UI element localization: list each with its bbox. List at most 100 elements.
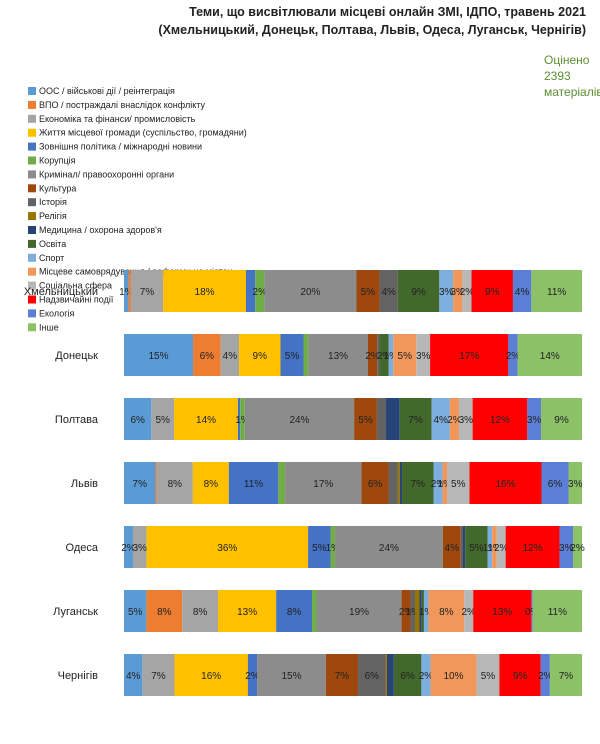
bar-segment bbox=[386, 654, 394, 696]
data-label: 4% bbox=[223, 351, 238, 362]
bar-segment bbox=[128, 270, 131, 312]
bar-segment bbox=[462, 270, 472, 312]
data-label: 2% bbox=[399, 607, 414, 618]
legend-swatch bbox=[28, 170, 36, 179]
data-label: 5% bbox=[156, 415, 171, 426]
data-label: 5% bbox=[481, 671, 496, 682]
bar-segment bbox=[421, 590, 424, 632]
legend-entry: Корупція bbox=[39, 156, 76, 166]
bar-segment bbox=[255, 270, 265, 312]
legend-swatch bbox=[28, 156, 36, 165]
data-label: 7% bbox=[151, 671, 166, 682]
legend-swatch bbox=[28, 253, 36, 262]
data-label: 4% bbox=[433, 415, 448, 426]
legend-entry: Життя місцевої громади (суспільство, гро… bbox=[39, 128, 247, 138]
legend-swatch bbox=[28, 100, 36, 109]
data-label: 8% bbox=[287, 607, 302, 618]
data-label: 3% bbox=[132, 543, 147, 554]
legend-entry: Надзвичайні події bbox=[39, 295, 114, 305]
bar-segment bbox=[415, 590, 420, 632]
legend-entry: Інше bbox=[39, 322, 59, 332]
legend-swatch bbox=[28, 114, 36, 123]
bar-segment bbox=[442, 462, 448, 504]
data-label: 9% bbox=[513, 671, 528, 682]
bar-segment bbox=[496, 526, 506, 568]
data-label: 11% bbox=[244, 479, 263, 490]
data-label: 2% bbox=[460, 287, 475, 298]
data-label: 1% bbox=[406, 607, 421, 618]
bar-segment bbox=[430, 654, 477, 696]
bar-segment bbox=[549, 654, 582, 696]
data-label: 5% bbox=[361, 287, 376, 298]
data-label: 8% bbox=[439, 607, 454, 618]
bar-segment bbox=[449, 398, 459, 440]
data-label: 3% bbox=[568, 479, 583, 490]
bar-segment bbox=[316, 590, 402, 632]
data-label: 18% bbox=[195, 287, 215, 298]
materials-note: Оцінено 2393 матеріалів bbox=[544, 53, 600, 99]
bar-segment bbox=[132, 526, 147, 568]
legend-swatch bbox=[28, 323, 36, 332]
legend-swatch bbox=[28, 87, 36, 95]
legend-entry: Зовнішня політика / міжнародні новини bbox=[39, 142, 202, 152]
bar-segment bbox=[399, 462, 403, 504]
data-label: 5% bbox=[128, 607, 143, 618]
data-label: 9% bbox=[411, 287, 426, 298]
bar-segment bbox=[130, 270, 164, 312]
bar-segment bbox=[531, 590, 533, 632]
bar-segment bbox=[399, 398, 432, 440]
category-label: Одеса bbox=[66, 542, 99, 554]
bar-segment bbox=[416, 334, 431, 376]
legend-swatch bbox=[28, 198, 36, 207]
data-label: 2% bbox=[506, 351, 521, 362]
bar-segment bbox=[237, 398, 241, 440]
bar-segment bbox=[421, 654, 431, 696]
chart-title: Теми, що висвітлювали місцеві онлайн ЗМІ… bbox=[158, 5, 586, 37]
materials-note-line: матеріалів bbox=[544, 85, 600, 99]
data-label: 7% bbox=[133, 479, 148, 490]
data-label: 24% bbox=[289, 415, 309, 426]
bar-segment bbox=[430, 334, 509, 376]
legend-swatch bbox=[28, 309, 36, 318]
bar-segment bbox=[218, 590, 277, 632]
data-label: 4% bbox=[126, 671, 141, 682]
legend-entry: Релігія bbox=[39, 211, 67, 221]
data-label: 7% bbox=[335, 671, 350, 682]
bar-segment bbox=[361, 462, 389, 504]
bar-segment bbox=[146, 526, 309, 568]
bar-segment bbox=[146, 590, 183, 632]
data-label: 1% bbox=[384, 351, 399, 362]
bar-segment bbox=[124, 654, 143, 696]
bar-segment bbox=[356, 270, 380, 312]
bar-segment bbox=[433, 462, 443, 504]
bar-segment bbox=[453, 270, 463, 312]
data-label: 8% bbox=[157, 607, 172, 618]
category-label: Донецьк bbox=[55, 350, 98, 362]
bar-segment bbox=[442, 526, 461, 568]
bar-segment bbox=[397, 270, 440, 312]
data-label: 1% bbox=[487, 543, 502, 554]
data-label: 7% bbox=[411, 479, 426, 490]
bar-segment bbox=[386, 398, 400, 440]
materials-note-line: Оцінено bbox=[544, 53, 590, 67]
bar-segment bbox=[559, 526, 574, 568]
bar-segment bbox=[465, 526, 488, 568]
data-label: 13% bbox=[492, 607, 512, 618]
data-label: 15% bbox=[149, 351, 169, 362]
bar-segment bbox=[303, 334, 309, 376]
bar-segment bbox=[174, 398, 238, 440]
data-label: 36% bbox=[217, 543, 237, 554]
data-label: 12% bbox=[490, 415, 510, 426]
bar-segment bbox=[540, 654, 550, 696]
data-label: 16% bbox=[201, 671, 221, 682]
bar-segment bbox=[142, 654, 175, 696]
data-label: 6% bbox=[400, 671, 415, 682]
chart-title-line: Теми, що висвітлювали місцеві онлайн ЗМІ… bbox=[189, 5, 586, 19]
bar-segment bbox=[308, 334, 368, 376]
bar-segment bbox=[174, 654, 248, 696]
legend-swatch bbox=[28, 267, 36, 276]
bar-segment bbox=[568, 462, 582, 504]
category-label: Львів bbox=[71, 478, 98, 490]
bar-segment bbox=[124, 590, 147, 632]
